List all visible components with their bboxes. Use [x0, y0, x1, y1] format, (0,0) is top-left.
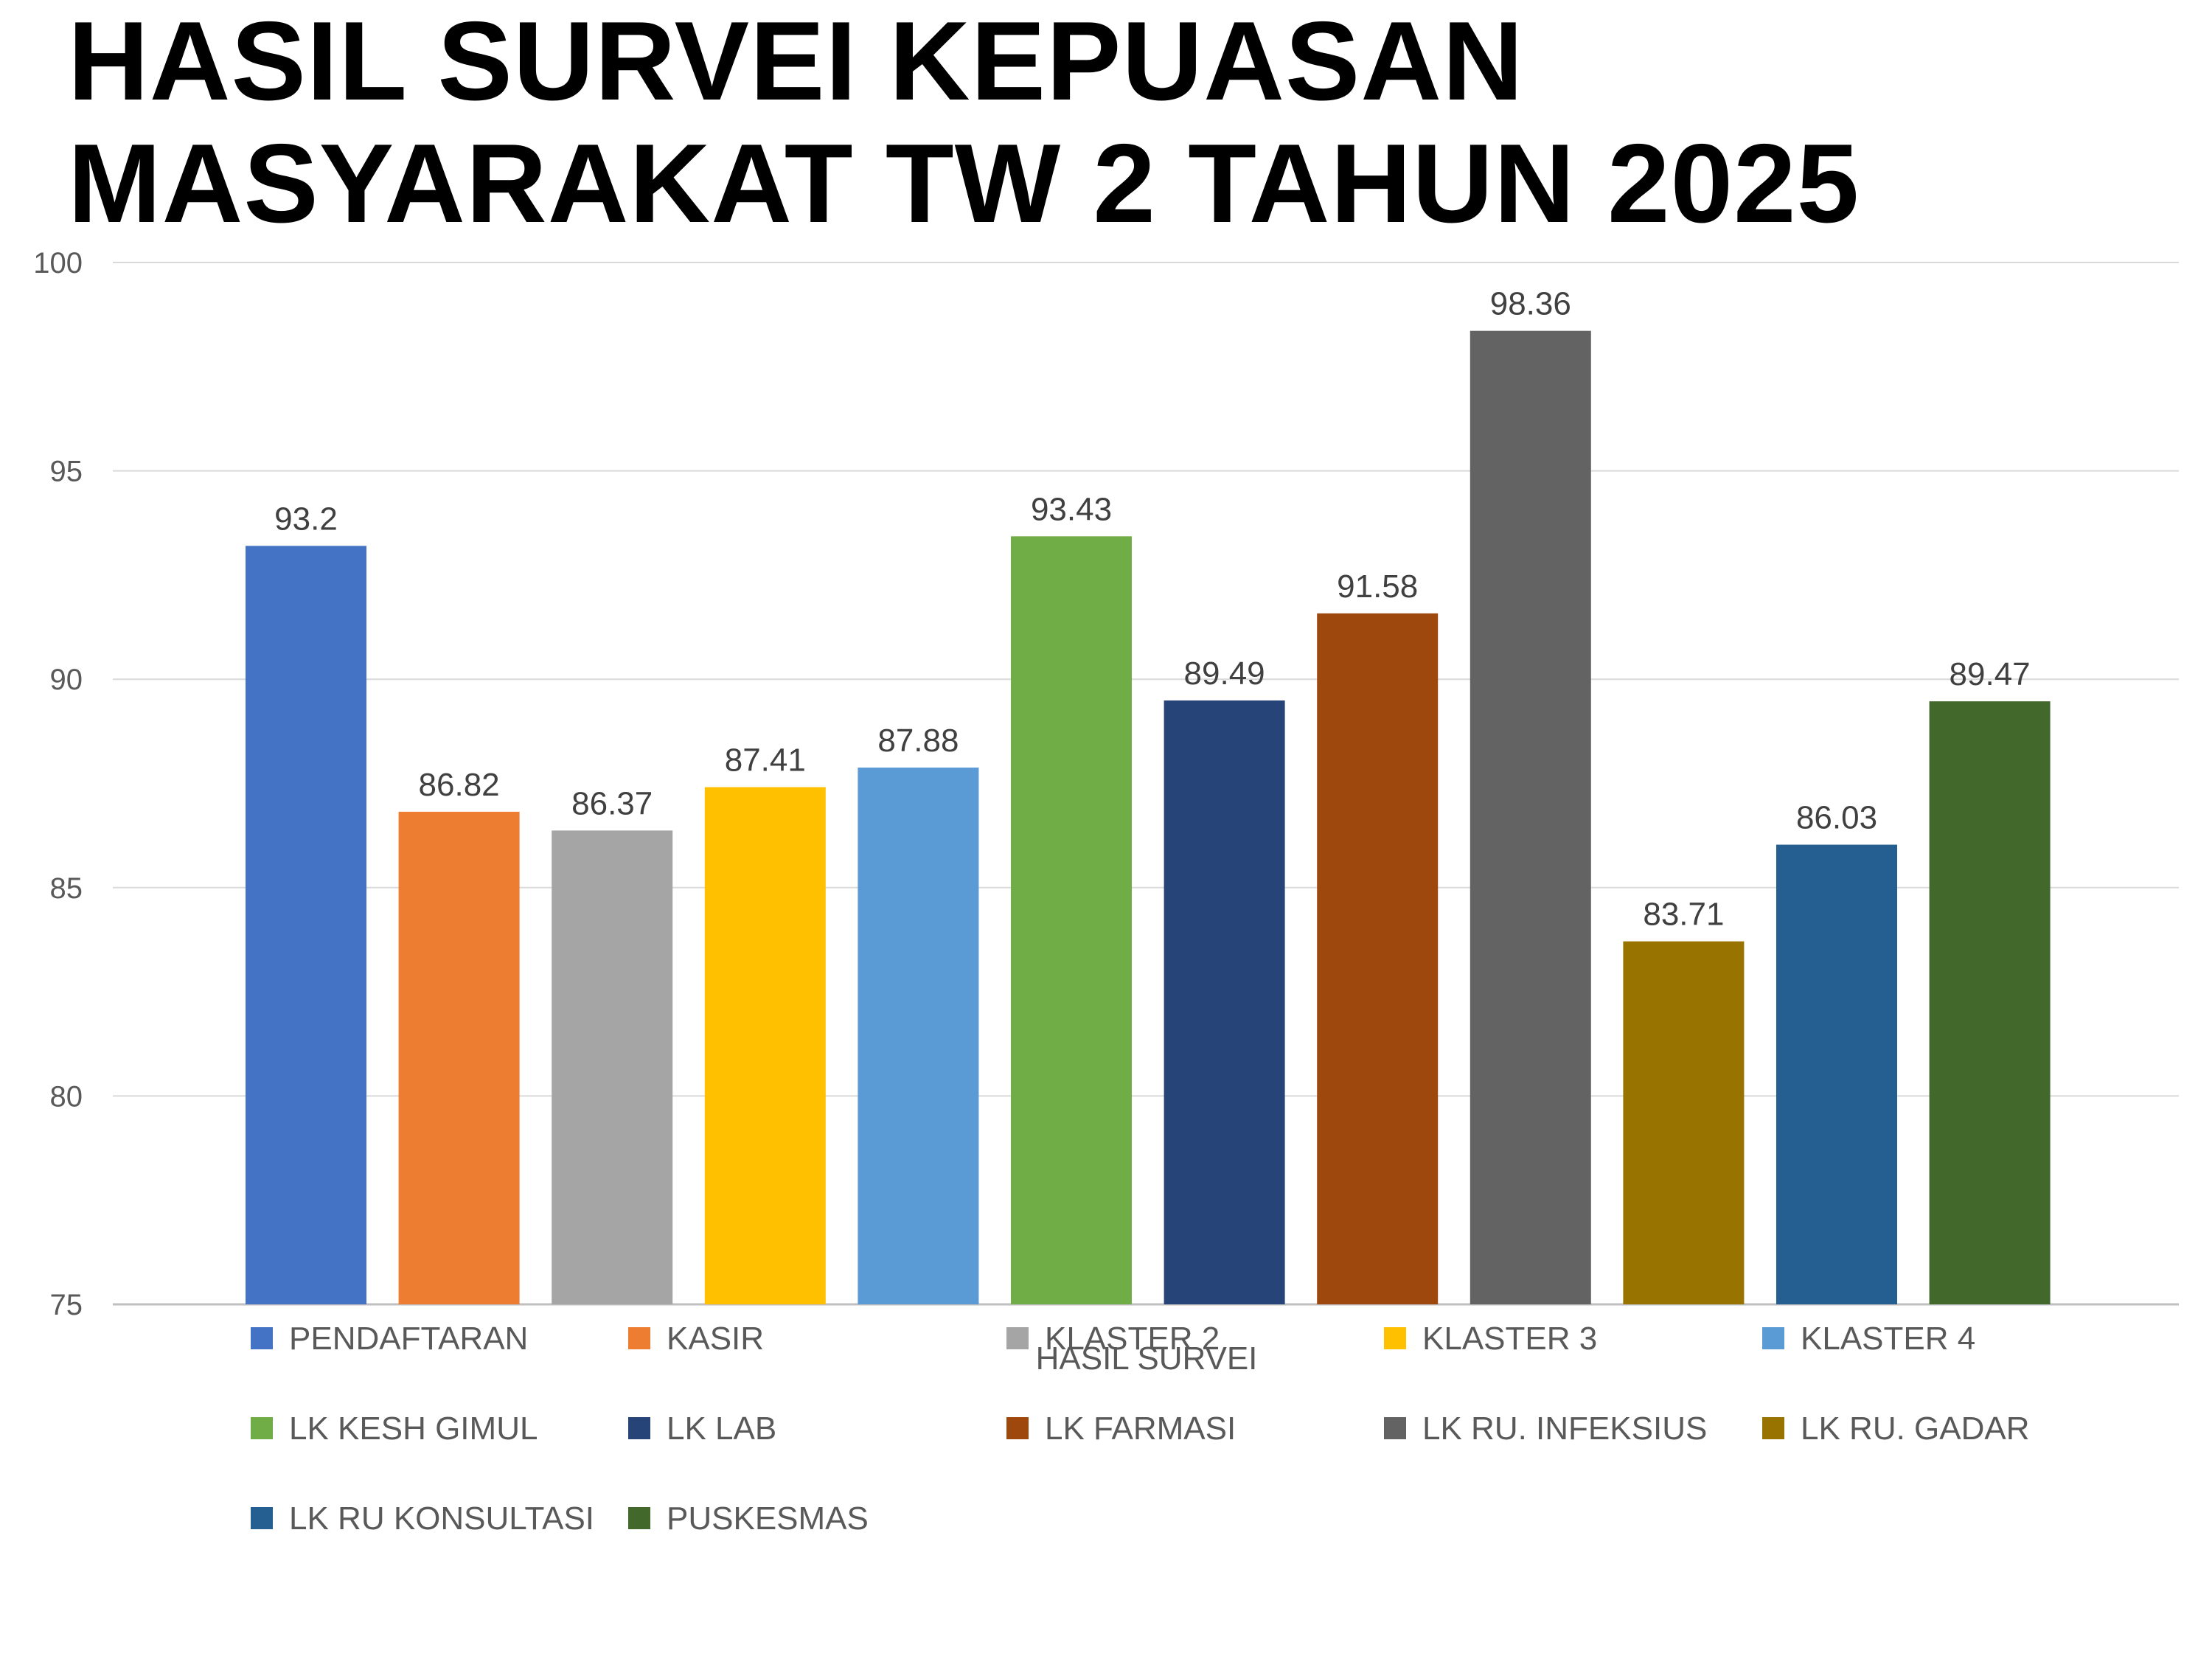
chart-title-line-2: MASYARAKAT TW 2 TAHUN 2025	[68, 121, 1860, 246]
legend-label: LK RU. INFEKSIUS	[1422, 1411, 1707, 1447]
bar	[398, 811, 520, 1304]
legend-label: LK RU. GADAR	[1801, 1411, 2030, 1447]
bar	[1011, 536, 1132, 1304]
legend-swatch	[251, 1417, 273, 1439]
data-label: 87.88	[877, 723, 959, 759]
chart-title-line-1: HASIL SURVEI KEPUASAN	[68, 0, 1524, 124]
legend-swatch	[1762, 1417, 1784, 1439]
legend-swatch	[1762, 1327, 1784, 1349]
legend-label: LK LAB	[667, 1411, 776, 1447]
bar	[246, 546, 366, 1305]
bar	[1623, 941, 1745, 1304]
bar	[1470, 330, 1591, 1304]
bars	[246, 330, 2051, 1305]
y-tick-label: 100	[33, 247, 83, 279]
y-axis-ticks: 75 80 85 90 95 100	[33, 247, 83, 1321]
legend-label: LK KESH GIMUL	[289, 1411, 538, 1447]
data-label: 87.41	[725, 742, 806, 779]
legend-swatch	[251, 1507, 273, 1529]
legend-label: LK RU KONSULTASI	[289, 1500, 594, 1537]
y-tick-label: 85	[50, 872, 83, 905]
legend: PENDAFTARAN KASIR KLASTER 2 KLASTER 3 KLASTE…	[251, 1321, 2030, 1537]
bar	[858, 768, 979, 1304]
legend-swatch	[628, 1417, 650, 1439]
legend-swatch	[251, 1327, 273, 1349]
data-label: 86.03	[1796, 800, 1877, 836]
legend-label: KLASTER 4	[1801, 1321, 1975, 1357]
legend-label: KLASTER 2	[1045, 1321, 1220, 1357]
bar	[704, 787, 826, 1304]
data-label: 93.43	[1031, 491, 1112, 527]
data-label: 83.71	[1643, 897, 1724, 933]
data-label: 86.82	[419, 767, 500, 803]
legend-swatch	[628, 1507, 650, 1529]
data-label: 89.47	[1950, 656, 2031, 692]
data-labels: 93.2 86.82 86.37 87.41 87.88 93.43 89.49 91.58 9…	[274, 286, 2030, 933]
legend-label: KLASTER 3	[1422, 1321, 1597, 1357]
y-tick-label: 95	[50, 456, 83, 488]
legend-label: PUSKESMAS	[667, 1500, 869, 1537]
legend-swatch	[1384, 1327, 1406, 1349]
bar	[1776, 844, 1897, 1304]
y-tick-label: 90	[50, 664, 83, 696]
chart-title: HASIL SURVEI KEPUASAN MASYARAKAT TW 2 TA…	[68, 0, 2191, 245]
legend-swatch	[1006, 1417, 1029, 1439]
legend-swatch	[628, 1327, 650, 1349]
data-label: 93.2	[274, 501, 338, 537]
legend-label: PENDAFTARAN	[289, 1321, 528, 1357]
data-label: 91.58	[1337, 568, 1418, 605]
bar	[552, 830, 673, 1304]
y-tick-label: 75	[50, 1289, 83, 1321]
data-label: 89.49	[1184, 655, 1265, 692]
bar	[1317, 613, 1439, 1304]
y-tick-label: 80	[50, 1080, 83, 1113]
bar	[1929, 701, 2051, 1304]
x-axis-title: HASIL SURVEI	[1036, 1340, 1258, 1377]
legend-swatch	[1384, 1417, 1406, 1439]
data-label: 86.37	[571, 785, 653, 821]
bar	[1164, 700, 1285, 1304]
legend-label: LK FARMASI	[1045, 1411, 1236, 1447]
data-label: 98.36	[1490, 286, 1571, 322]
legend-label: KASIR	[667, 1321, 764, 1357]
legend-swatch	[1006, 1327, 1029, 1349]
